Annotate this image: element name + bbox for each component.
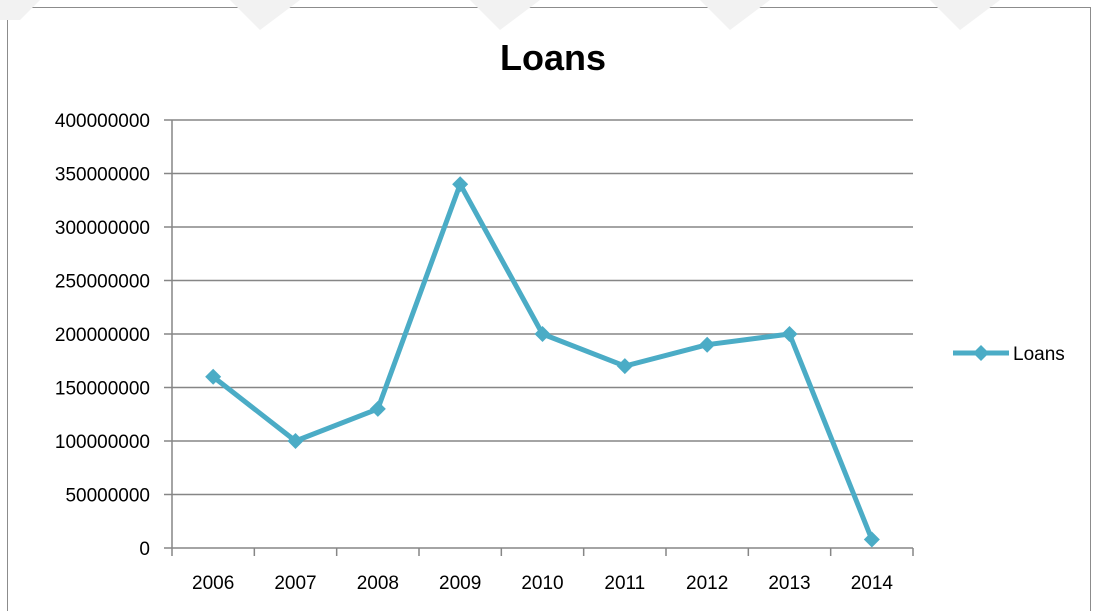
- chart-title: Loans: [500, 37, 606, 78]
- legend-diamond-marker: [973, 345, 989, 361]
- axes: [164, 119, 914, 556]
- x-tick-label: 2008: [357, 573, 399, 594]
- data-point-marker: [534, 326, 551, 342]
- background-watermark: [0, 0, 1000, 30]
- y-tick-label: 400000000: [55, 111, 150, 132]
- y-tick-label: 150000000: [55, 379, 150, 400]
- y-tick-label: 250000000: [55, 272, 150, 293]
- y-tick-label: 100000000: [55, 432, 150, 453]
- data-point-marker: [863, 531, 880, 548]
- data-point-marker: [616, 358, 633, 375]
- y-tick-label: 350000000: [55, 165, 150, 186]
- legend-label-loans: Loans: [1013, 344, 1065, 365]
- x-tick-label: 2009: [439, 573, 481, 594]
- y-axis-tick-labels: 0 50000000 100000000 150000000 200000000 2500…: [55, 111, 150, 560]
- data-point-marker: [287, 433, 304, 449]
- series-layer: [205, 176, 880, 548]
- data-point-marker: [699, 336, 716, 353]
- x-tick-label: 2012: [686, 573, 728, 594]
- x-axis-tick-labels: 2006 2007 2008 2009 2010 2011 2012 2013 2014: [192, 573, 893, 594]
- x-tick-label: 2010: [521, 573, 563, 594]
- y-tick-label: 300000000: [55, 218, 150, 239]
- data-point-marker: [781, 326, 798, 342]
- data-point-marker: [369, 400, 386, 417]
- data-point-marker: [452, 176, 469, 193]
- data-point-marker: [205, 368, 222, 385]
- x-tick-label: 2013: [768, 573, 810, 594]
- y-tick-label: 200000000: [55, 325, 150, 346]
- gridlines: [172, 119, 913, 496]
- y-tick-label: 50000000: [65, 486, 150, 507]
- x-tick-label: 2014: [851, 573, 894, 594]
- chart-frame: [7, 7, 1091, 611]
- series-line-loans: [210, 181, 875, 542]
- x-tick-label: 2011: [604, 573, 645, 594]
- y-tick-label: 0: [139, 539, 150, 560]
- legend: Loans: [953, 344, 1065, 365]
- x-tick-label: 2007: [274, 573, 316, 594]
- x-tick-label: 2006: [192, 573, 234, 594]
